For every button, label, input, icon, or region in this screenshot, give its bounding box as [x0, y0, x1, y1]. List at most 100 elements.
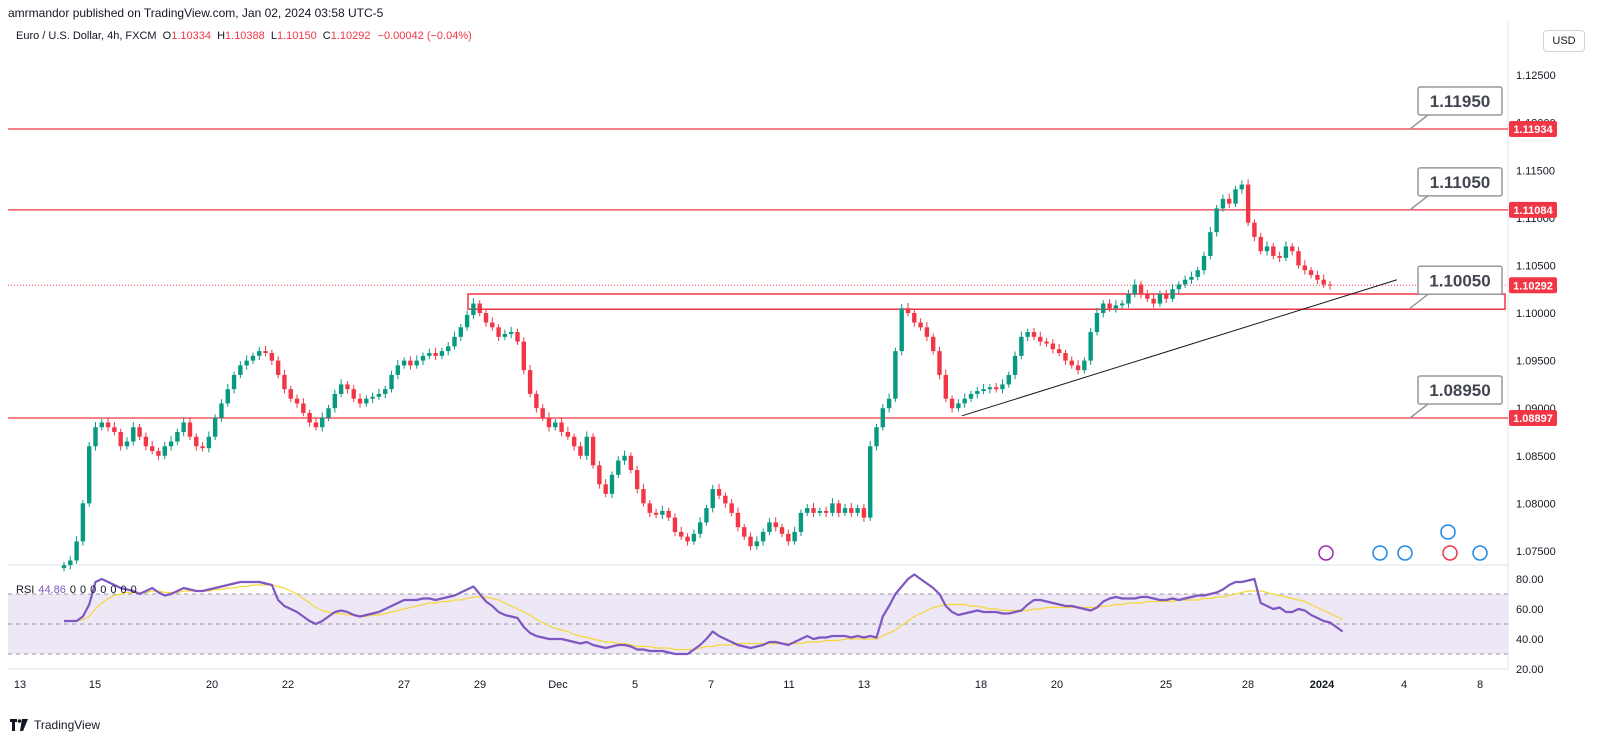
- candle[interactable]: [370, 392, 375, 403]
- candle[interactable]: [943, 369, 948, 403]
- candle[interactable]: [1107, 299, 1112, 312]
- candle[interactable]: [275, 356, 281, 379]
- candle[interactable]: [647, 500, 652, 518]
- candle[interactable]: [836, 500, 841, 518]
- candle[interactable]: [565, 426, 571, 441]
- economic-event-icon[interactable]: [1440, 524, 1456, 540]
- candle[interactable]: [584, 431, 589, 461]
- candle[interactable]: [893, 347, 898, 403]
- candle[interactable]: [779, 523, 785, 538]
- candle[interactable]: [685, 533, 690, 546]
- candle[interactable]: [395, 360, 401, 380]
- candle[interactable]: [1302, 260, 1308, 275]
- candle[interactable]: [80, 500, 86, 546]
- candle[interactable]: [1069, 356, 1074, 369]
- candle[interactable]: [357, 393, 363, 408]
- candle[interactable]: [269, 349, 275, 365]
- candle[interactable]: [471, 298, 476, 320]
- candle[interactable]: [137, 423, 142, 441]
- candle[interactable]: [603, 479, 608, 498]
- candle[interactable]: [546, 412, 552, 432]
- candle[interactable]: [61, 561, 67, 572]
- candle[interactable]: [1176, 281, 1182, 294]
- candle[interactable]: [1233, 186, 1238, 207]
- candle[interactable]: [1214, 205, 1219, 237]
- candle[interactable]: [1012, 351, 1018, 380]
- callout-box[interactable]: [1417, 375, 1503, 405]
- candle[interactable]: [930, 333, 936, 355]
- candle[interactable]: [760, 528, 766, 546]
- candle[interactable]: [742, 523, 747, 540]
- candle[interactable]: [175, 428, 180, 445]
- candle[interactable]: [149, 441, 155, 455]
- candle[interactable]: [628, 452, 634, 474]
- candle[interactable]: [313, 418, 319, 431]
- candle[interactable]: [477, 300, 482, 317]
- candle[interactable]: [231, 371, 237, 394]
- candle[interactable]: [987, 383, 993, 394]
- candle[interactable]: [1113, 300, 1119, 313]
- candle[interactable]: [200, 441, 205, 452]
- candle[interactable]: [1308, 266, 1314, 279]
- candle[interactable]: [666, 507, 671, 521]
- economic-event-icon[interactable]: [1318, 545, 1334, 561]
- candle[interactable]: [798, 509, 804, 537]
- candle[interactable]: [622, 450, 627, 465]
- candle[interactable]: [502, 329, 508, 341]
- candle[interactable]: [1151, 293, 1156, 308]
- candle[interactable]: [993, 382, 999, 393]
- candle[interactable]: [1271, 243, 1276, 260]
- candle[interactable]: [1327, 281, 1333, 290]
- candle[interactable]: [1258, 232, 1263, 255]
- candle[interactable]: [301, 398, 306, 417]
- candle[interactable]: [1283, 241, 1289, 262]
- candle[interactable]: [74, 536, 79, 564]
- candle[interactable]: [1025, 328, 1030, 342]
- candle[interactable]: [924, 322, 930, 342]
- candle[interactable]: [975, 386, 980, 399]
- candle[interactable]: [483, 308, 489, 327]
- candle[interactable]: [590, 433, 596, 469]
- candle[interactable]: [508, 326, 514, 339]
- candle[interactable]: [257, 346, 262, 361]
- candle[interactable]: [433, 347, 438, 361]
- candle[interactable]: [767, 518, 772, 536]
- candle[interactable]: [723, 492, 728, 508]
- candle[interactable]: [1208, 226, 1213, 260]
- candle[interactable]: [962, 393, 967, 408]
- candle[interactable]: [540, 403, 545, 422]
- candle[interactable]: [320, 412, 325, 432]
- tradingview-brand[interactable]: TradingView: [10, 718, 100, 732]
- candle[interactable]: [288, 385, 293, 403]
- economic-event-icon[interactable]: [1472, 545, 1488, 561]
- candle[interactable]: [1145, 289, 1150, 303]
- currency-button[interactable]: USD: [1543, 30, 1585, 52]
- candle[interactable]: [1157, 290, 1163, 307]
- candle[interactable]: [1019, 331, 1024, 360]
- candle[interactable]: [383, 385, 388, 399]
- candle[interactable]: [823, 506, 829, 518]
- candle[interactable]: [691, 529, 697, 545]
- candle[interactable]: [68, 556, 73, 570]
- candle[interactable]: [1056, 343, 1062, 357]
- economic-event-icon[interactable]: [1397, 545, 1413, 561]
- candle[interactable]: [1050, 339, 1056, 354]
- candle[interactable]: [408, 356, 413, 370]
- candle[interactable]: [773, 517, 778, 532]
- candle[interactable]: [1006, 371, 1011, 388]
- candle[interactable]: [1164, 289, 1169, 304]
- callout-box[interactable]: [1417, 265, 1503, 296]
- candle[interactable]: [716, 483, 722, 500]
- callout-box[interactable]: [1417, 86, 1503, 116]
- support-zone-rectangle[interactable]: [467, 293, 1506, 310]
- candle[interactable]: [805, 503, 810, 517]
- candle[interactable]: [490, 317, 495, 331]
- candle[interactable]: [420, 352, 426, 365]
- candle[interactable]: [1082, 357, 1087, 374]
- candle[interactable]: [156, 447, 161, 461]
- candle[interactable]: [697, 517, 703, 539]
- candle[interactable]: [1075, 360, 1081, 375]
- candle[interactable]: [553, 419, 558, 431]
- candle[interactable]: [1038, 331, 1043, 346]
- candle[interactable]: [1132, 279, 1137, 298]
